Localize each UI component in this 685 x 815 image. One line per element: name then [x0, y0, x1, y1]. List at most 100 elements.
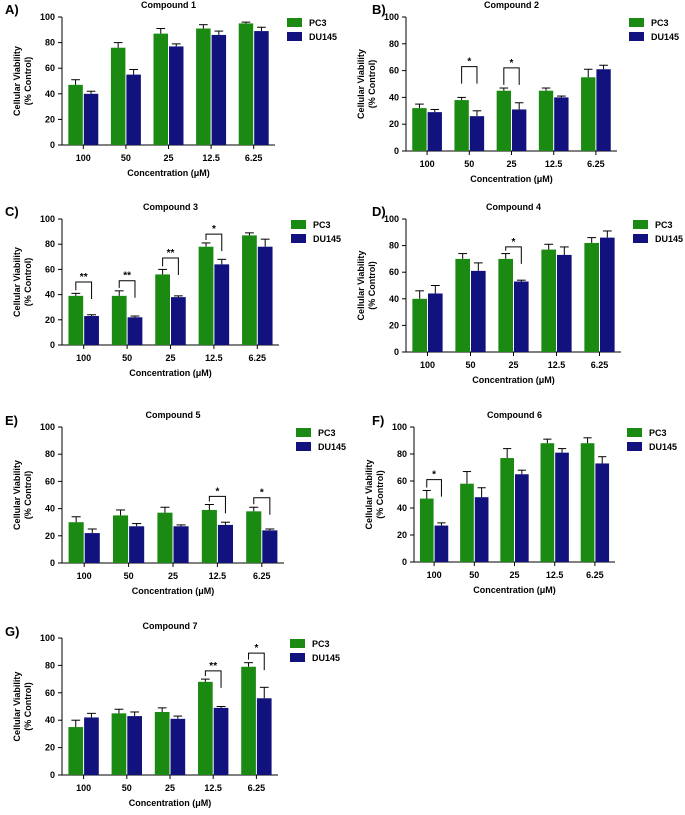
y-tick-label: 20	[397, 530, 407, 540]
bar-pc3	[460, 483, 474, 562]
x-tick-label: 12.5	[205, 353, 223, 363]
y-tick-label: 60	[45, 264, 55, 274]
legend-label-du145: DU145	[309, 32, 337, 42]
legend-swatch-du145	[296, 442, 311, 451]
x-tick-label: 25	[508, 360, 518, 370]
x-tick-label: 50	[465, 360, 475, 370]
x-tick-label: 100	[77, 571, 92, 581]
x-tick-label: 25	[506, 159, 516, 169]
bar-pc3	[68, 295, 84, 345]
bar-du145	[173, 526, 189, 563]
legend-swatch-pc3	[296, 428, 311, 437]
y-tick-label: 80	[45, 239, 55, 249]
bar-du145	[596, 69, 611, 151]
bar-du145	[512, 109, 527, 151]
bar-du145	[428, 293, 443, 352]
y-tick-label: 80	[45, 660, 55, 670]
legend-swatch-du145	[287, 32, 302, 41]
bar-du145	[474, 497, 489, 562]
y-tick-label: 0	[50, 770, 55, 780]
y-tick-label: 20	[45, 743, 55, 753]
y-tick-label: 0	[50, 558, 55, 568]
y-tick-label: 80	[45, 449, 55, 459]
legend-swatch-du145	[290, 653, 305, 662]
bar-pc3	[68, 84, 83, 145]
y-tick-label: 100	[40, 633, 55, 643]
bar-pc3	[584, 242, 599, 352]
bar-du145	[217, 524, 233, 563]
y-tick-label: 100	[40, 214, 55, 224]
y-tick-label: 0	[50, 340, 55, 350]
significance-bracket	[503, 67, 520, 85]
bar-pc3	[111, 295, 127, 345]
x-tick-label: 12.5	[548, 360, 566, 370]
x-tick-label: 50	[122, 353, 132, 363]
x-tick-label: 50	[122, 783, 132, 793]
significance-bracket	[75, 281, 93, 299]
legend-swatch-du145	[629, 32, 644, 41]
significance-label: *	[510, 58, 514, 69]
x-tick-label: 25	[168, 571, 178, 581]
y-axis-label-line: (% Control)	[367, 60, 377, 109]
bar-pc3	[238, 23, 254, 145]
chart-title: Compound 6	[487, 410, 542, 420]
bar-pc3	[540, 443, 555, 562]
bar-pc3	[581, 77, 596, 151]
y-tick-label: 40	[45, 89, 55, 99]
y-axis-label: Cellular Viability(% Control)	[364, 460, 385, 530]
bar-du145	[262, 530, 278, 563]
bar-pc3	[155, 274, 170, 345]
legend-label-du145: DU145	[318, 442, 346, 452]
y-tick-label: 0	[402, 557, 407, 567]
x-tick-label: 100	[420, 159, 435, 169]
y-tick-label: 40	[45, 715, 55, 725]
bar-pc3	[111, 713, 127, 775]
y-tick-label: 60	[45, 63, 55, 73]
bar-pc3	[196, 28, 211, 145]
y-tick-label: 100	[40, 422, 55, 432]
y-axis-label-line: Cellular Viability	[12, 672, 22, 742]
significance-bracket	[461, 66, 478, 84]
bar-du145	[171, 297, 186, 345]
y-axis-label: Cellular Viability(% Control)	[356, 49, 377, 119]
bar-du145	[469, 116, 485, 151]
x-axis-label: Concentration (μM)	[132, 586, 215, 596]
x-tick-label: 100	[76, 353, 91, 363]
y-axis-label: Cellular Viability(% Control)	[356, 251, 377, 321]
panel-1: A) Compound 1 0 20 40 60 80 100 Cellular Viabili…	[5, 0, 337, 178]
x-axis-label: Concentration (μM)	[473, 585, 556, 595]
y-tick-label: 100	[384, 214, 399, 224]
y-axis-label-line: Cellular Viability	[356, 251, 366, 321]
bar-pc3	[157, 512, 173, 563]
x-axis-label: Concentration (μM)	[127, 168, 210, 178]
legend-swatch-du145	[291, 234, 306, 243]
legend-label-pc3: PC3	[312, 639, 330, 649]
y-tick-label: 60	[389, 267, 399, 277]
y-tick-label: 100	[40, 12, 55, 22]
bar-pc3	[110, 47, 126, 145]
bar-du145	[434, 525, 449, 562]
significance-bracket	[118, 280, 136, 298]
bar-du145	[257, 246, 273, 345]
y-tick-label: 60	[45, 476, 55, 486]
significance-label: **	[167, 248, 175, 259]
legend-label-du145: DU145	[651, 32, 679, 42]
x-tick-label: 25	[509, 570, 519, 580]
bar-pc3	[419, 498, 434, 562]
legend-label-pc3: PC3	[313, 220, 331, 230]
bar-pc3	[68, 522, 84, 563]
legend-label-pc3: PC3	[318, 428, 336, 438]
x-tick-label: 100	[76, 153, 91, 163]
y-axis-label: Cellular Viability(% Control)	[12, 460, 33, 530]
y-tick-label: 60	[389, 66, 399, 76]
x-tick-label: 25	[163, 153, 173, 163]
legend-label-pc3: PC3	[655, 220, 673, 230]
x-axis-label: Concentration (μM)	[470, 174, 553, 184]
chart-title: Compound 7	[143, 621, 198, 631]
bar-pc3	[154, 711, 170, 775]
bar-pc3	[412, 108, 427, 151]
bar-du145	[427, 112, 442, 151]
significance-bracket	[248, 652, 265, 671]
y-axis-label: Cellular Viability(% Control)	[12, 672, 33, 742]
x-tick-label: 6.25	[249, 353, 267, 363]
